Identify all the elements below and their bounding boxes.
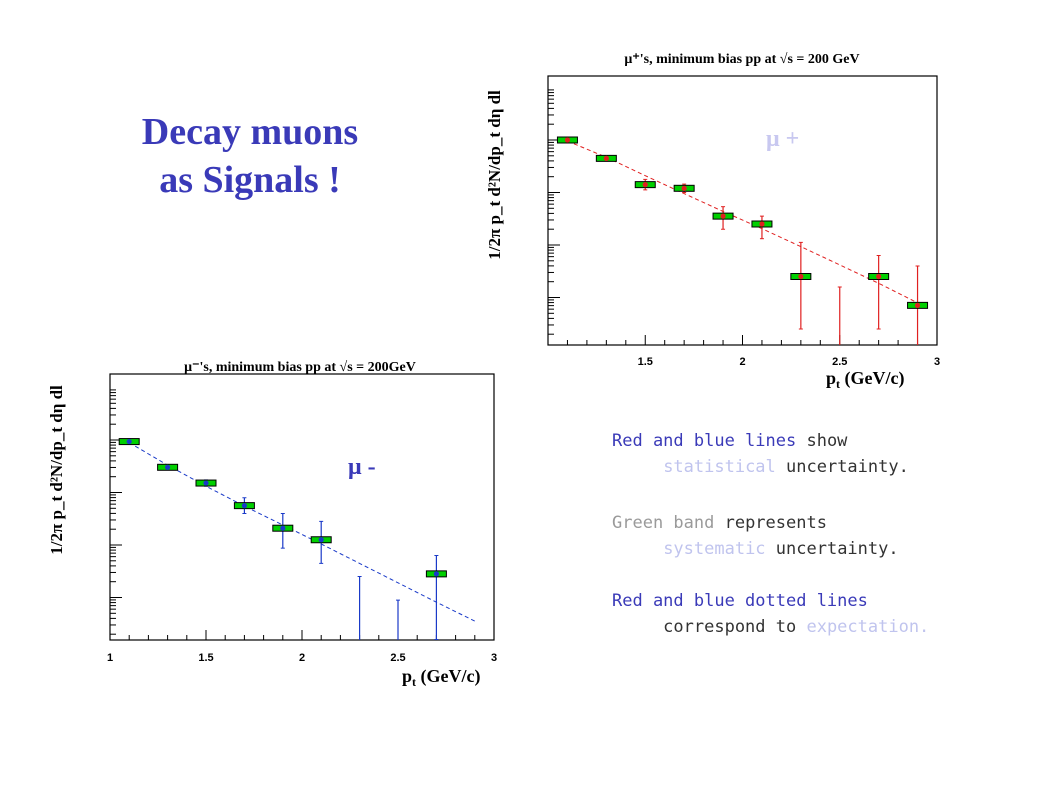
note-line: Red and blue dotted lines (612, 588, 929, 614)
note-text: Red and blue lines (612, 431, 797, 451)
particle-annotation: μ + (766, 126, 799, 152)
note-text: expectation. (806, 617, 930, 637)
y-axis-label: 1/2π p_t d²N/dp_t dη dl (485, 90, 504, 260)
note-line: correspond to expectation. (612, 614, 929, 640)
data-point (914, 302, 921, 308)
particle-annotation: μ - (348, 454, 376, 480)
note-text: represents (714, 513, 827, 533)
data-point (433, 571, 439, 577)
note-text: statistical (663, 457, 776, 477)
note-text (612, 539, 663, 559)
x-tick-label: 3 (491, 652, 497, 664)
chart-title: μ⁻'s, minimum bias pp at √s = 200GeV (184, 360, 416, 375)
x-tick-label: 2.5 (390, 652, 405, 664)
x-axis-label: pt (GeV/c) (402, 666, 480, 689)
data-point (876, 273, 882, 280)
note-line: statistical uncertainty. (612, 454, 909, 480)
note-statistical: Red and blue lines show statistical unce… (612, 428, 909, 480)
muon-plus-plot: μ⁺'s, minimum bias pp at √s = 200 GeV 1.5… (485, 52, 940, 391)
chart-title: μ⁺'s, minimum bias pp at √s = 200 GeV (624, 52, 859, 67)
note-text: uncertainty. (775, 457, 909, 477)
data-point (241, 503, 247, 509)
note-text: uncertainty. (765, 539, 899, 559)
data-point (603, 155, 609, 161)
x-tick-label: 2.5 (832, 356, 847, 368)
note-expectation: Red and blue dotted lines correspond to … (612, 588, 929, 640)
muon-minus-plot: μ⁻'s, minimum bias pp at √s = 200GeV 1 1.5… (47, 360, 497, 689)
note-text: systematic (663, 539, 766, 559)
data-point (759, 221, 765, 227)
note-line: Red and blue lines show (612, 428, 909, 454)
x-tick-label: 1 (107, 652, 113, 664)
data-point (642, 182, 648, 188)
note-line: Green band represents (612, 510, 899, 536)
title-line-1: Decay muons (141, 111, 359, 153)
data-point (798, 273, 804, 280)
note-text: Green band (612, 513, 715, 533)
note-text: Red and blue dotted lines (612, 591, 868, 611)
data-point (720, 213, 726, 219)
note-systematic: Green band represents systematic uncerta… (612, 510, 899, 562)
data-point (203, 480, 209, 486)
note-line: systematic uncertainty. (612, 536, 899, 562)
x-tick-label: 1.5 (198, 652, 213, 664)
data-point (318, 537, 324, 543)
note-text: show (796, 431, 848, 451)
slide-title: Decay muons as Signals ! (100, 108, 400, 204)
x-tick-label: 2 (299, 652, 305, 664)
data-point (280, 525, 286, 531)
x-tick-label: 1.5 (638, 356, 653, 368)
x-axis-label: pt (GeV/c) (826, 368, 904, 391)
data-point (126, 438, 132, 445)
x-tick-label: 2 (739, 356, 745, 368)
x-tick-label: 3 (934, 356, 940, 368)
expectation-curve (567, 140, 918, 304)
note-text (612, 457, 663, 477)
data-point (165, 464, 171, 470)
y-axis-label: 1/2π p_t d²N/dp_t dη dl (47, 385, 66, 555)
expectation-curve (128, 442, 476, 622)
title-line-2: as Signals ! (159, 159, 341, 201)
note-text: correspond to (612, 617, 807, 637)
data-point (564, 137, 571, 143)
data-point (681, 185, 687, 191)
